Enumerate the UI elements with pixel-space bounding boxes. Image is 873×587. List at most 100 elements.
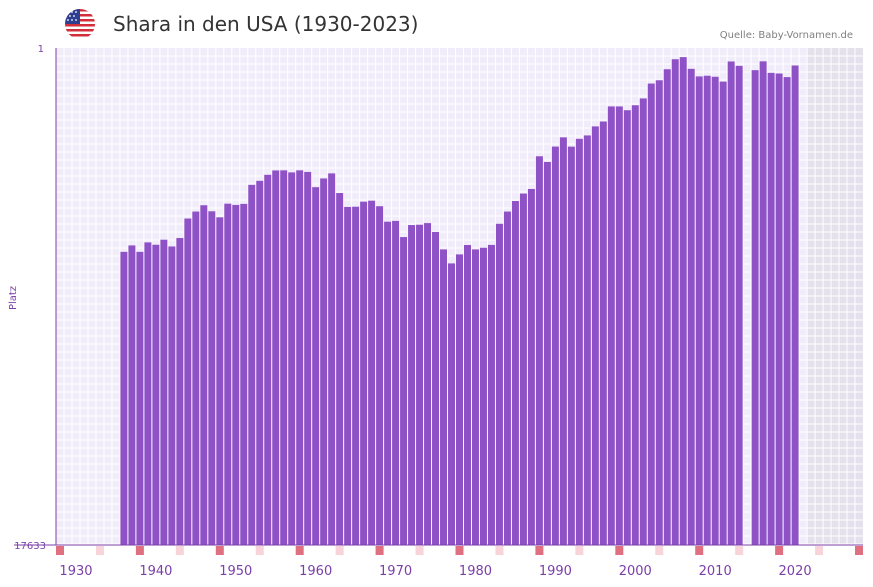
bar-2004 <box>663 69 671 546</box>
bar-2008 <box>695 76 703 545</box>
bar-2020 <box>791 65 799 545</box>
bar-2015 <box>751 70 759 546</box>
bar-1974 <box>424 223 432 546</box>
bar-1945 <box>192 211 200 545</box>
year-marker-2018 <box>775 546 784 555</box>
bar-1958 <box>296 170 304 545</box>
year-marker-1968 <box>375 546 384 555</box>
bar-1983 <box>495 223 503 545</box>
chart-title: Shara in den USA (1930-2023) <box>113 12 419 36</box>
bar-2001 <box>639 98 647 545</box>
bar-1948 <box>216 217 224 545</box>
year-marker-1963 <box>335 546 344 555</box>
bar-1956 <box>280 170 288 545</box>
x-tick-1950: 1950 <box>219 564 252 579</box>
bar-1994 <box>583 135 591 546</box>
bar-2012 <box>727 61 735 545</box>
bar-1976 <box>440 249 448 546</box>
bar-1962 <box>328 173 336 545</box>
year-marker-1938 <box>135 546 144 555</box>
bar-1966 <box>360 201 368 546</box>
bar-1951 <box>240 203 248 546</box>
bar-1942 <box>168 246 176 545</box>
x-tick-1960: 1960 <box>299 564 332 579</box>
bar-2011 <box>719 81 727 545</box>
year-marker-1953 <box>255 546 264 555</box>
usa-flag-icon <box>65 9 95 39</box>
ticks-group: 1 17633 1930 1940 1950 1960 1970 1980 1990 2000 20… <box>14 44 811 579</box>
year-marker-1943 <box>175 546 184 555</box>
bar-1986 <box>519 193 527 545</box>
bar-1949 <box>224 203 232 545</box>
bar-1980 <box>471 249 479 546</box>
bar-1992 <box>567 146 575 545</box>
bar-1972 <box>408 225 416 545</box>
bar-1946 <box>200 205 208 545</box>
bar-1988 <box>535 156 543 545</box>
year-marker-1933 <box>95 546 104 555</box>
bar-2006 <box>679 57 687 545</box>
x-tick-2010: 2010 <box>699 564 732 579</box>
bar-2018 <box>775 73 783 545</box>
bar-1995 <box>591 126 599 545</box>
bar-1990 <box>551 146 559 545</box>
year-marker-2028 <box>855 546 863 555</box>
x-tick-1930: 1930 <box>59 564 92 579</box>
bar-2019 <box>783 77 791 545</box>
year-marker-1978 <box>455 546 464 555</box>
bar-1954 <box>264 174 272 545</box>
bar-1973 <box>416 224 424 545</box>
bar-1961 <box>320 178 328 545</box>
bar-1947 <box>208 211 216 545</box>
bar-1970 <box>392 220 400 545</box>
bar-1936 <box>120 251 128 545</box>
bar-1943 <box>176 238 184 545</box>
year-marker-1998 <box>615 546 624 555</box>
bar-1964 <box>344 206 352 545</box>
bar-2010 <box>711 76 719 546</box>
bar-1957 <box>288 172 296 545</box>
bar-1985 <box>511 201 519 545</box>
bar-1987 <box>527 188 535 545</box>
bar-2017 <box>767 72 775 546</box>
bar-1998 <box>615 106 623 546</box>
bar-2007 <box>687 68 695 545</box>
year-marker-1958 <box>295 546 304 555</box>
x-tick-2000: 2000 <box>619 564 652 579</box>
year-marker-2013 <box>735 546 744 555</box>
bar-2016 <box>759 61 767 545</box>
bar-1950 <box>232 204 240 545</box>
year-marker-2008 <box>695 546 704 555</box>
bar-1975 <box>432 231 440 545</box>
bar-1979 <box>463 245 471 545</box>
bar-1981 <box>479 247 487 545</box>
bar-1967 <box>368 200 376 545</box>
year-marker-1983 <box>495 546 504 555</box>
y-tick-bottom: 17633 <box>14 541 46 552</box>
y-tick-top: 1 <box>38 44 44 55</box>
x-tick-1970: 1970 <box>379 564 412 579</box>
bar-1937 <box>128 245 136 545</box>
bar-1999 <box>623 110 631 545</box>
year-marker-1973 <box>415 546 424 555</box>
bar-1944 <box>184 218 192 546</box>
axes-group <box>14 48 863 546</box>
bar-1968 <box>376 206 384 545</box>
year-marker-2023 <box>815 546 824 555</box>
bar-1996 <box>599 121 607 546</box>
bar-1984 <box>503 211 511 545</box>
bar-1938 <box>136 251 144 545</box>
bar-1939 <box>144 242 152 545</box>
bar-1993 <box>575 138 583 545</box>
bar-1989 <box>543 161 551 545</box>
year-marker-1993 <box>575 546 584 555</box>
year-marker-1988 <box>535 546 544 555</box>
year-markers-group <box>56 546 863 555</box>
x-tick-1940: 1940 <box>139 564 172 579</box>
bar-2000 <box>631 105 639 545</box>
bar-1965 <box>352 206 360 545</box>
x-tick-1990: 1990 <box>539 564 572 579</box>
source-link[interactable]: Quelle: Baby-Vornamen.de <box>719 30 853 41</box>
bar-2003 <box>655 80 663 545</box>
